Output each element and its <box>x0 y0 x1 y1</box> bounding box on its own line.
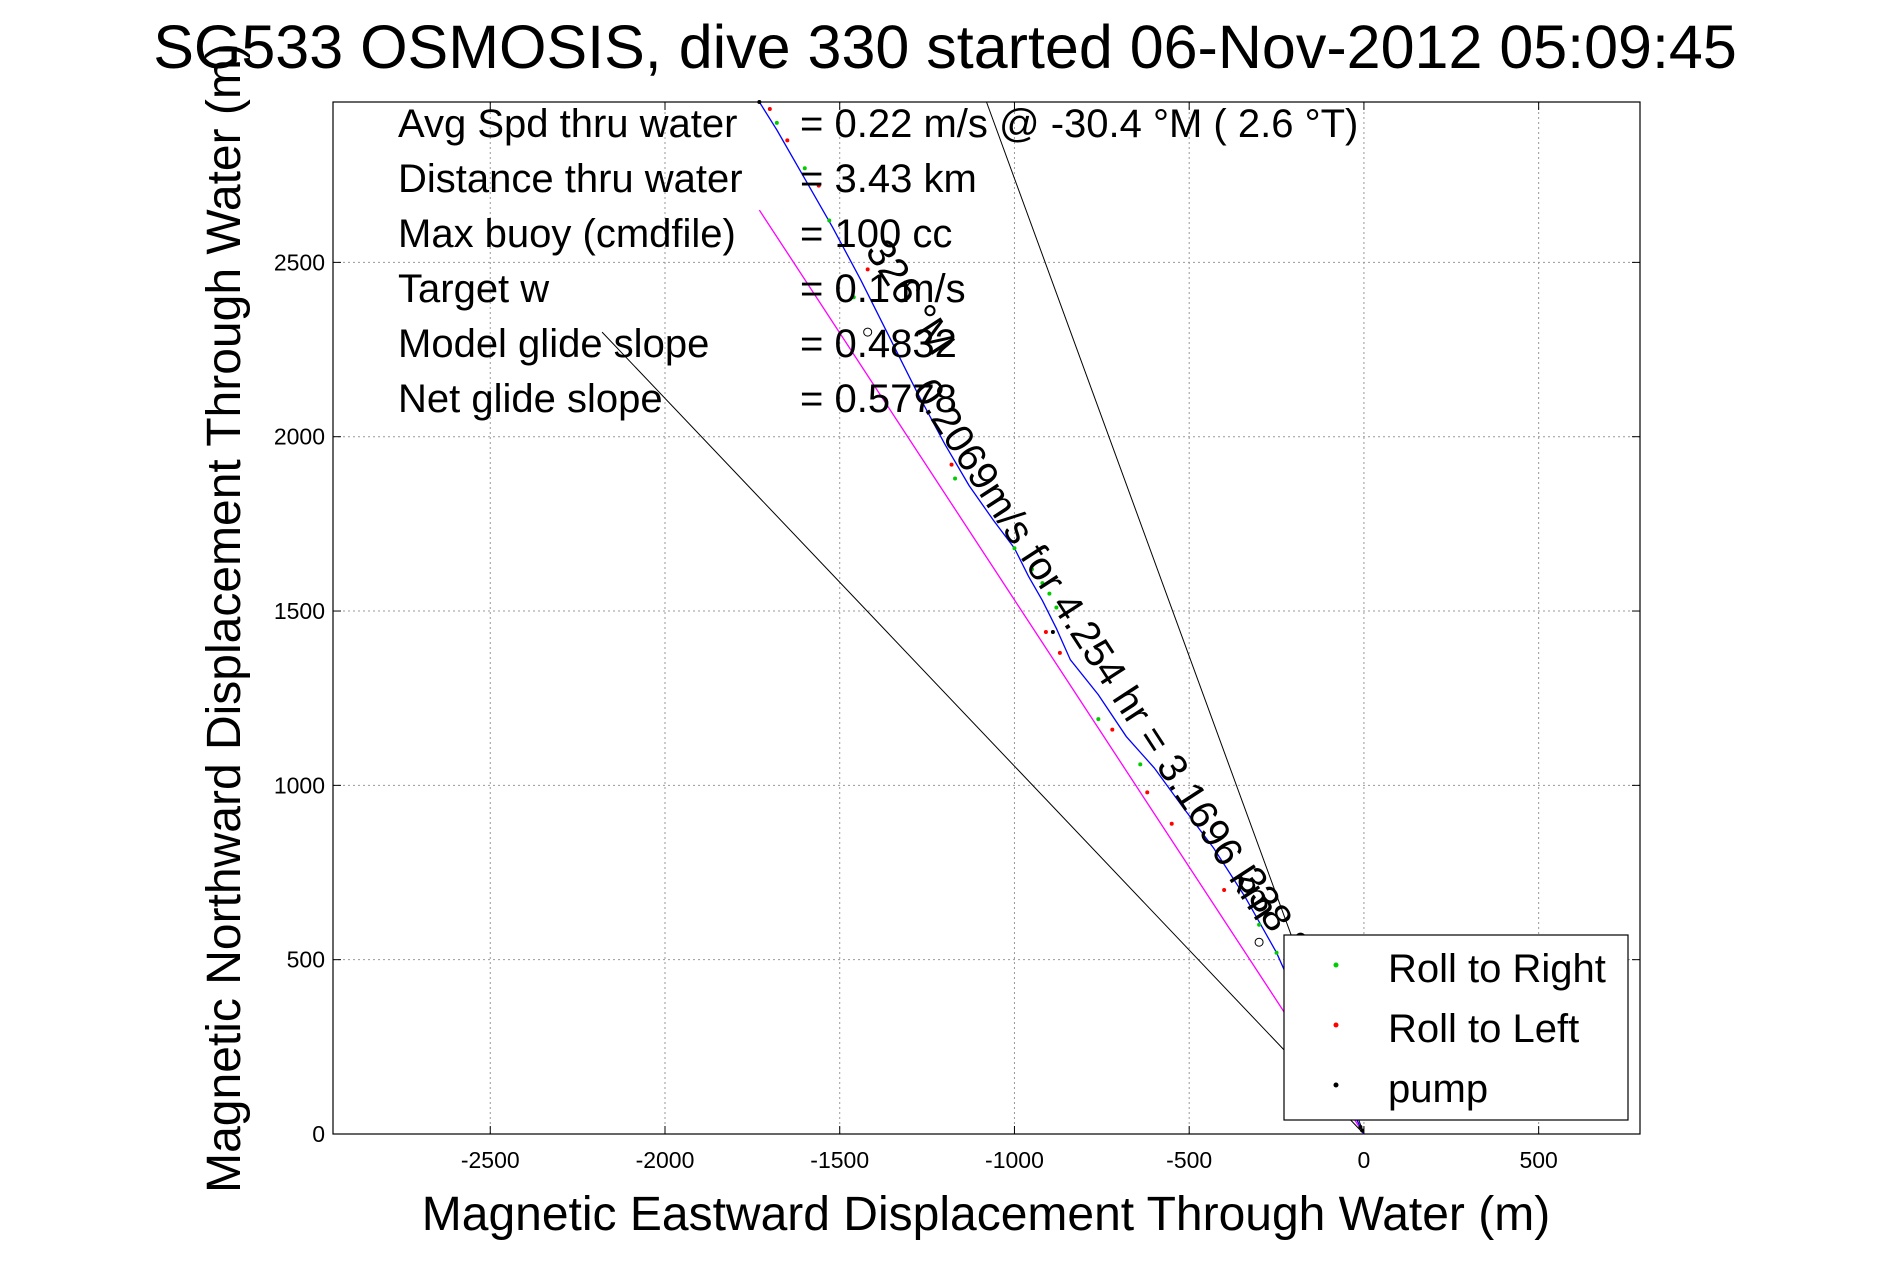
stat-value: = 3.43 km <box>800 157 977 201</box>
legend-label: pump <box>1388 1067 1488 1111</box>
x-tick-label: -2500 <box>461 1147 520 1173</box>
x-tick-label: -1500 <box>810 1147 869 1173</box>
legend: Roll to Right Roll to Left pump <box>1283 934 1629 1121</box>
net-displacement-line <box>758 209 1365 1135</box>
x-tick-label: 500 <box>1519 1147 1557 1173</box>
heading-guide-line <box>601 331 1365 1135</box>
y-ticks: 0 500 1000 1500 2000 2500 <box>274 249 1640 1147</box>
roll-right-point <box>802 166 807 171</box>
x-axis-label: Magnetic Eastward Displacement Through W… <box>422 1188 1550 1241</box>
stat-label: Distance thru water <box>398 157 743 201</box>
pump-point <box>1358 1125 1363 1130</box>
stats-block: Avg Spd thru water = 0.22 m/s @ -30.4 °M … <box>398 102 1358 421</box>
stat-value: = 0.5778 <box>800 377 957 421</box>
roll-left-point <box>785 138 790 143</box>
stat-value: = 0.22 m/s @ -30.4 °M ( 2.6 °T) <box>800 102 1358 146</box>
stat-label: Net glide slope <box>398 377 663 421</box>
x-tick-label: -2000 <box>636 1147 695 1173</box>
heading-marker <box>1254 937 1264 947</box>
roll-right-point <box>851 295 856 300</box>
series <box>758 101 1365 1135</box>
roll-right-point <box>1054 605 1059 610</box>
roll-right-point <box>1012 546 1017 551</box>
legend-marker <box>1333 1082 1339 1088</box>
roll-left-point <box>1057 650 1062 655</box>
roll-right-point <box>1257 922 1262 927</box>
pump-point <box>1050 629 1055 634</box>
roll-left-point <box>816 183 821 188</box>
chart-title: SG533 OSMOSIS, dive 330 started 06-Nov-2… <box>153 13 1737 81</box>
roll-right-point <box>1096 717 1101 722</box>
stat-value: = 0.4832 <box>800 322 957 366</box>
legend-marker <box>1333 1022 1339 1028</box>
roll-right-point <box>774 120 779 125</box>
roll-right-point <box>827 218 832 223</box>
roll-right-point <box>1138 762 1143 767</box>
legend-label: Roll to Right <box>1388 947 1606 991</box>
y-tick-label: 0 <box>312 1121 325 1147</box>
y-axis-label: Magnetic Northward Displacement Through … <box>198 43 251 1193</box>
pump-point <box>1360 1128 1365 1133</box>
stat-label: Max buoy (cmdfile) <box>398 212 736 256</box>
roll-left-point <box>1222 887 1227 892</box>
legend-box <box>1283 934 1629 1121</box>
roll-left-point <box>1110 727 1115 732</box>
stat-label: Target w <box>398 267 549 311</box>
roll-left-point <box>865 267 870 272</box>
y-tick-label: 2500 <box>274 249 325 275</box>
roll-left-point <box>1043 629 1048 634</box>
pump-point <box>757 100 762 104</box>
stat-value: = 100 cc <box>800 212 952 256</box>
x-tick-label: -500 <box>1166 1147 1212 1173</box>
roll-right-point <box>953 476 958 481</box>
roll-points <box>757 100 1365 1133</box>
x-tick-label: -1000 <box>985 1147 1044 1173</box>
guide-lines <box>601 101 1365 1135</box>
stat-label: Avg Spd thru water <box>398 102 737 146</box>
track-line <box>758 101 1365 1135</box>
rotated-annotation: 0.2069m/s for 4.254 hr = 3.1696 km <box>904 371 1287 927</box>
y-tick-label: 1500 <box>274 598 325 624</box>
roll-left-point <box>1145 790 1150 795</box>
roll-left-point <box>949 462 954 467</box>
roll-right-point <box>1029 567 1034 572</box>
y-tick-label: 500 <box>287 947 325 973</box>
legend-marker <box>1333 962 1339 968</box>
roll-right-point <box>1274 950 1279 955</box>
roll-left-point <box>1169 821 1174 826</box>
roll-right-point <box>1047 591 1052 596</box>
heading-marker <box>863 327 873 337</box>
y-tick-label: 2000 <box>274 424 325 450</box>
stat-label: Model glide slope <box>398 322 709 366</box>
y-tick-label: 1000 <box>274 772 325 798</box>
stat-value: = 0.1 m/s <box>800 267 966 311</box>
x-ticks: -2500 -2000 -1500 -1000 -500 0 500 <box>461 102 1558 1173</box>
legend-label: Roll to Left <box>1388 1007 1579 1051</box>
roll-left-point <box>767 106 772 111</box>
roll-right-point <box>1040 581 1045 586</box>
grid <box>333 102 1640 1135</box>
x-tick-label: 0 <box>1358 1147 1371 1173</box>
